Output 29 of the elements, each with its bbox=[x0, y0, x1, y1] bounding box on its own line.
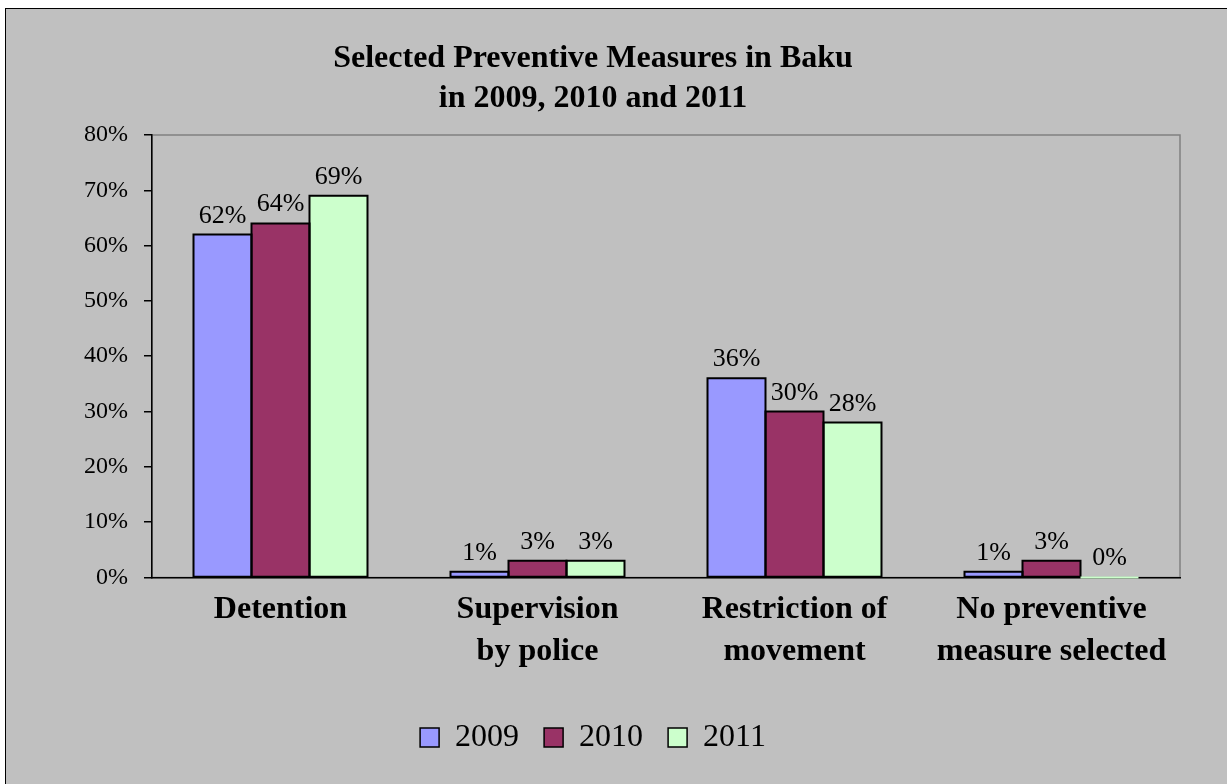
x-tick-label: Detention bbox=[213, 589, 348, 626]
y-tick-label: 50% bbox=[84, 286, 128, 313]
y-tick-label: 40% bbox=[84, 341, 128, 368]
chart-title: Selected Preventive Measures in Baku in 2009, 2010 and 2011 bbox=[333, 38, 853, 115]
data-label: 1% bbox=[976, 536, 1011, 566]
data-label: 28% bbox=[828, 387, 877, 417]
data-label: 64% bbox=[256, 188, 305, 218]
y-tick-label: 10% bbox=[84, 507, 128, 534]
y-tick-label: 30% bbox=[84, 396, 128, 423]
y-tick-label: 80% bbox=[84, 120, 128, 147]
data-label: 62% bbox=[198, 199, 247, 229]
data-label: 30% bbox=[770, 376, 819, 406]
data-label: 1% bbox=[462, 536, 497, 566]
y-tick-label: 60% bbox=[84, 230, 128, 257]
data-label: 3% bbox=[1034, 525, 1069, 555]
legend-label: 2010 bbox=[579, 716, 644, 753]
data-label: 69% bbox=[314, 160, 363, 190]
data-label: 3% bbox=[578, 525, 613, 555]
legend-label: 2009 bbox=[455, 716, 520, 753]
data-label: 36% bbox=[712, 343, 761, 373]
y-tick-label: 70% bbox=[84, 175, 128, 202]
y-tick-label: 0% bbox=[96, 562, 128, 589]
y-tick-label: 20% bbox=[84, 452, 128, 479]
x-tick-label: Restriction of movement bbox=[701, 589, 888, 668]
legend-label: 2011 bbox=[703, 716, 766, 753]
data-label: 3% bbox=[520, 525, 555, 555]
data-label: 0% bbox=[1092, 542, 1127, 572]
x-tick-label: Supervision by police bbox=[456, 589, 619, 668]
x-tick-label: No preventive measure selected bbox=[936, 589, 1167, 668]
